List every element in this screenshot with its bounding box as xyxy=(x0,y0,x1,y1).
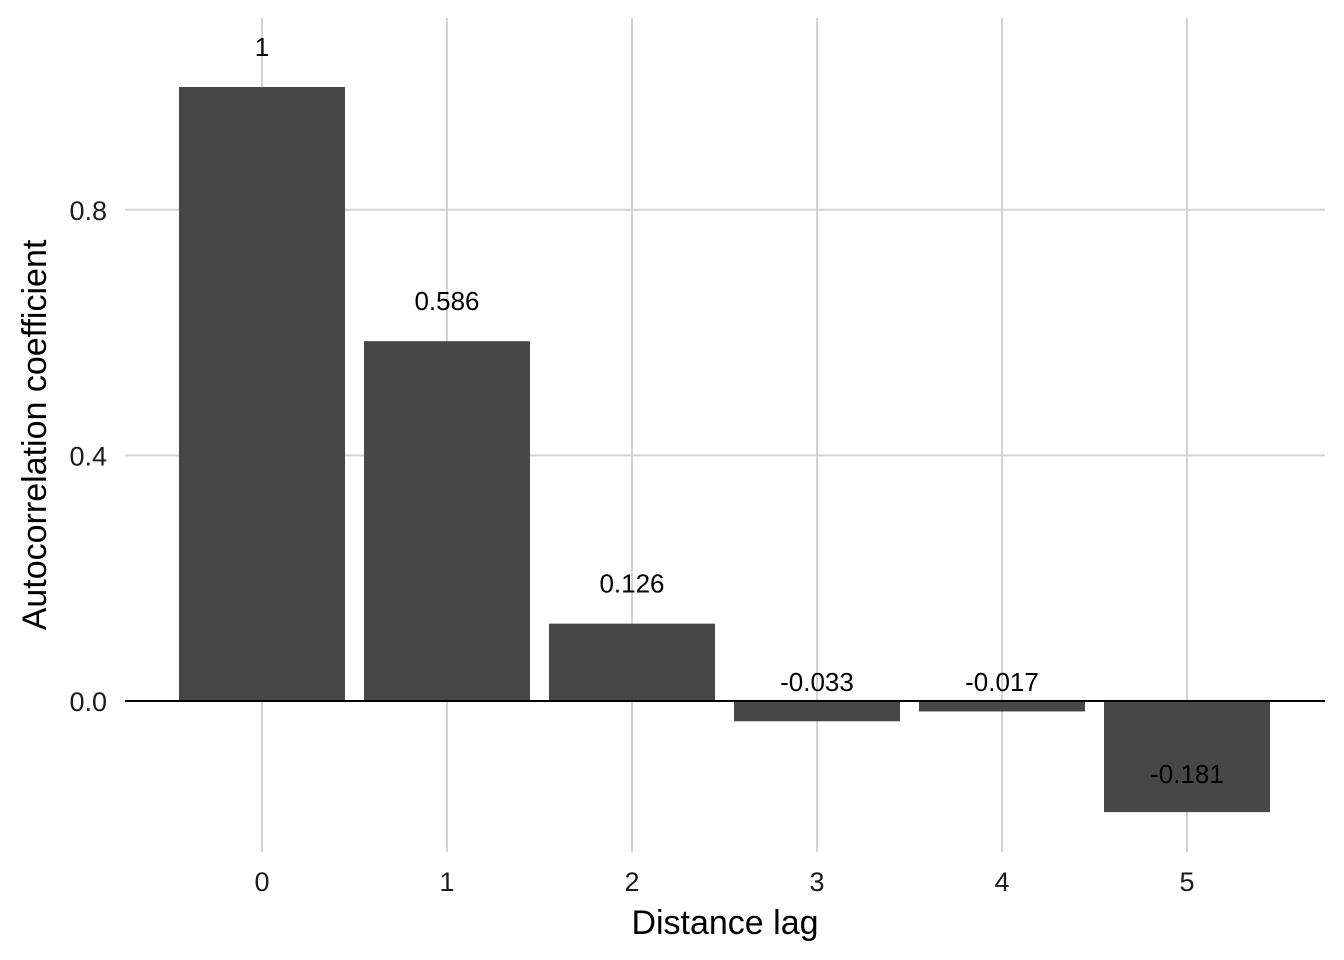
y-tick-label: 0.8 xyxy=(69,196,107,226)
bar xyxy=(179,87,345,701)
y-tick-label: 0.4 xyxy=(69,441,107,471)
bar-value-label: 0.126 xyxy=(599,569,664,599)
x-tick-label: 0 xyxy=(254,867,269,897)
bar xyxy=(364,341,530,701)
x-axis-title: Distance lag xyxy=(631,904,818,942)
x-tick-label: 5 xyxy=(1179,867,1194,897)
bar-value-label: -0.181 xyxy=(1150,759,1224,789)
bar xyxy=(734,701,900,722)
data-labels: 1 0.586 0.126 -0.033 -0.017 -0.181 xyxy=(255,32,1224,789)
x-tick-label: 2 xyxy=(624,867,639,897)
bar-value-label: -0.017 xyxy=(965,667,1039,697)
x-tick-label: 1 xyxy=(439,867,454,897)
bar-value-label: 1 xyxy=(255,32,269,62)
y-tick-labels: 0.0 0.4 0.8 xyxy=(69,196,107,717)
x-tick-label: 4 xyxy=(994,867,1009,897)
x-tick-labels: 0 1 2 3 4 5 xyxy=(254,867,1194,897)
bar-value-label: 0.586 xyxy=(414,286,479,316)
bar xyxy=(549,623,715,701)
bar xyxy=(919,701,1085,712)
y-tick-label: 0.0 xyxy=(69,687,107,717)
x-tick-label: 3 xyxy=(809,867,824,897)
y-axis-title: Autocorrelation coefficient xyxy=(16,239,54,630)
bars xyxy=(179,87,1270,813)
bar xyxy=(1104,701,1270,813)
bar-value-label: -0.033 xyxy=(780,667,854,697)
